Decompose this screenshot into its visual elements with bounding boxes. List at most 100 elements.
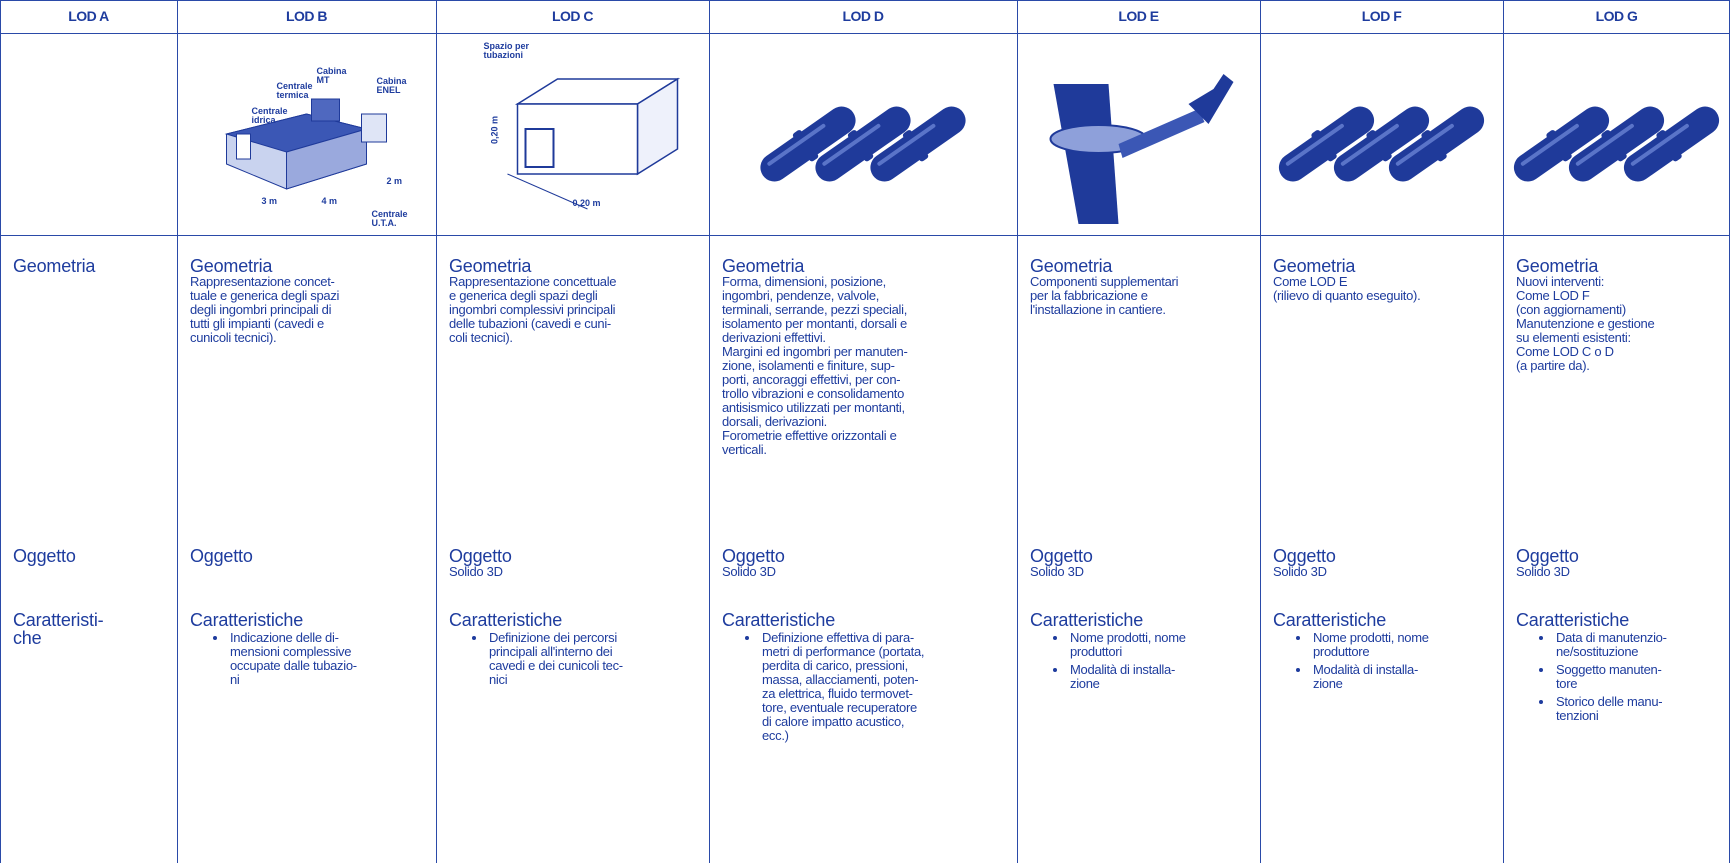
illustration-shape: [236, 133, 251, 160]
image-label: Centrale idrica: [252, 106, 288, 125]
image-label: 0,20 m: [573, 198, 601, 208]
section-title: Geometria: [1273, 256, 1356, 276]
section-title: Oggetto: [1516, 546, 1579, 566]
pipe: [1333, 106, 1430, 182]
illustration-shape: [361, 113, 387, 143]
illustration-shape: [877, 123, 936, 166]
image-label: Centrale termica: [277, 81, 313, 100]
illustration-shape: [792, 130, 819, 162]
caratteristiche-section: CaratteristicheData di manutenzio- ne/so…: [1516, 611, 1724, 727]
column-header: LOD G: [1595, 8, 1638, 24]
illustration-shape: [1520, 123, 1579, 166]
bullet-list: Data di manutenzio- ne/sostituzione Sogge…: [1516, 631, 1724, 723]
image-label: Spazio per tubazioni: [484, 41, 530, 60]
column-divider: [177, 0, 178, 863]
caratteristiche-section: CaratteristicheNome prodotti, nome produ…: [1030, 611, 1254, 695]
pipe: [815, 106, 911, 182]
image-label: Cabina MT: [317, 66, 348, 85]
section-title: Caratteristiche: [1030, 610, 1144, 630]
section-title: Caratteristiche: [1516, 610, 1630, 630]
section-text: Solido 3D: [1516, 564, 1570, 579]
pipe: [760, 106, 856, 182]
section-title: Oggetto: [190, 546, 253, 566]
illustration-shape: [516, 103, 639, 175]
illustration-svg: [760, 106, 966, 182]
section-text: Forma, dimensioni, posizione, ingombri, …: [722, 274, 908, 457]
illustration: [1260, 34, 1503, 234]
column: LOD C Spazio per tubazioni 0,20 m 0,20 m Geom…: [436, 0, 709, 863]
section-title: Geometria: [13, 256, 96, 276]
oggetto-section: Oggetto Solido 3D: [722, 547, 1011, 579]
column-divider: [709, 0, 710, 863]
oggetto-section: Oggetto: [13, 547, 171, 565]
column-header: LOD E: [1118, 8, 1159, 24]
column-header: LOD C: [551, 8, 594, 24]
section-text: Nuovi interventi: Come LOD F (con aggior…: [1516, 274, 1655, 373]
column-divider: [436, 0, 437, 863]
bullet-item: Storico delle manu- tenzioni: [1554, 695, 1724, 723]
image-label: 4 m: [322, 196, 338, 206]
bullet-item: Definizione dei percorsi principali all'…: [487, 631, 703, 687]
illustration-shape: [902, 130, 929, 162]
illustration-shape: [1630, 123, 1689, 166]
bullet-item: Modalità di installa- zione: [1311, 663, 1497, 691]
illustration-shape: [311, 98, 340, 122]
bullet-list: Indicazione delle di- mensioni complessi…: [190, 631, 430, 687]
section-text: Rappresentazione concet- tuale e generic…: [190, 274, 340, 345]
row-divider: [0, 0, 1730, 1]
illustration-shape: [1053, 84, 1119, 224]
caratteristiche-section: CaratteristicheIndicazione delle di- men…: [190, 611, 430, 691]
caratteristiche-section: Caratteristi- che: [13, 611, 171, 647]
illustration-svg: [1278, 106, 1485, 182]
column-divider: [1260, 0, 1261, 863]
geometria-section: Geometria: [13, 257, 171, 275]
bullet-item: Data di manutenzio- ne/sostituzione: [1554, 631, 1724, 659]
caratteristiche-section: CaratteristicheDefinizione effettiva di …: [722, 611, 1011, 747]
illustration: [709, 34, 1017, 234]
section-title: Geometria: [722, 256, 805, 276]
illustration-shape: [1340, 123, 1399, 166]
row-divider: [0, 33, 1730, 34]
illustration-shape: [1546, 130, 1572, 162]
oggetto-section: Oggetto: [190, 547, 430, 565]
section-text: Come LOD E (rilievo di quanto eseguito).: [1273, 274, 1421, 303]
column-header: LOD A: [68, 8, 109, 24]
column: LOD D Geometria Forma, dimensioni, posizio…: [709, 0, 1017, 863]
bullet-item: Nome prodotti, nome produttori: [1068, 631, 1254, 659]
geometria-section: Geometria Rappresentazione concet- tuale …: [190, 257, 430, 345]
illustration: [1017, 34, 1260, 234]
column-divider: [1503, 0, 1504, 863]
bullet-list: Nome prodotti, nome produttori Modalità d…: [1030, 631, 1254, 691]
column: LOD F Geometria Come LOD E (rilievo di qua…: [1260, 0, 1503, 863]
illustration-shape: [1311, 130, 1337, 162]
pipe: [870, 106, 966, 182]
section-text: Componenti supplementari per la fabbrica…: [1030, 274, 1179, 317]
bullet-item: Soggetto manuten- tore: [1554, 663, 1724, 691]
illustration: Spazio per tubazioni 0,20 m 0,20 m: [436, 34, 709, 234]
section-title: Oggetto: [449, 546, 512, 566]
illustration-shape: [1366, 130, 1392, 162]
illustration-shape: [286, 128, 367, 190]
section-title: Caratteristiche: [190, 610, 304, 630]
section-title: Caratteristiche: [449, 610, 563, 630]
illustration-shape: [1188, 74, 1234, 124]
column: LOD G Geometria Nuovi interventi: Come LOD…: [1503, 0, 1730, 863]
bullet-item: Definizione effettiva di para- metri di …: [760, 631, 1011, 743]
section-title: Geometria: [1030, 256, 1113, 276]
pipe: [1388, 106, 1485, 182]
column: LOD E Geometria Componenti supplementari p…: [1017, 0, 1260, 863]
caratteristiche-section: CaratteristicheNome prodotti, nome produ…: [1273, 611, 1497, 695]
illustration-shape: [1118, 109, 1205, 158]
image-label: Centrale U.T.A.: [372, 209, 408, 228]
illustration-shape: [1601, 130, 1627, 162]
image-label: 3 m: [262, 196, 278, 206]
illustration-shape: [1656, 130, 1682, 162]
illustration-svg: [1049, 74, 1234, 224]
illustration: Cabina MT Centrale termica Centrale idrica Cab…: [177, 34, 436, 234]
section-title: Oggetto: [1030, 546, 1093, 566]
geometria-section: Geometria Componenti supplementari per la…: [1030, 257, 1254, 317]
geometria-section: Geometria Nuovi interventi: Come LOD F (c…: [1516, 257, 1724, 373]
geometria-section: Geometria Come LOD E (rilievo di quanto e…: [1273, 257, 1497, 303]
section-title: Geometria: [190, 256, 273, 276]
